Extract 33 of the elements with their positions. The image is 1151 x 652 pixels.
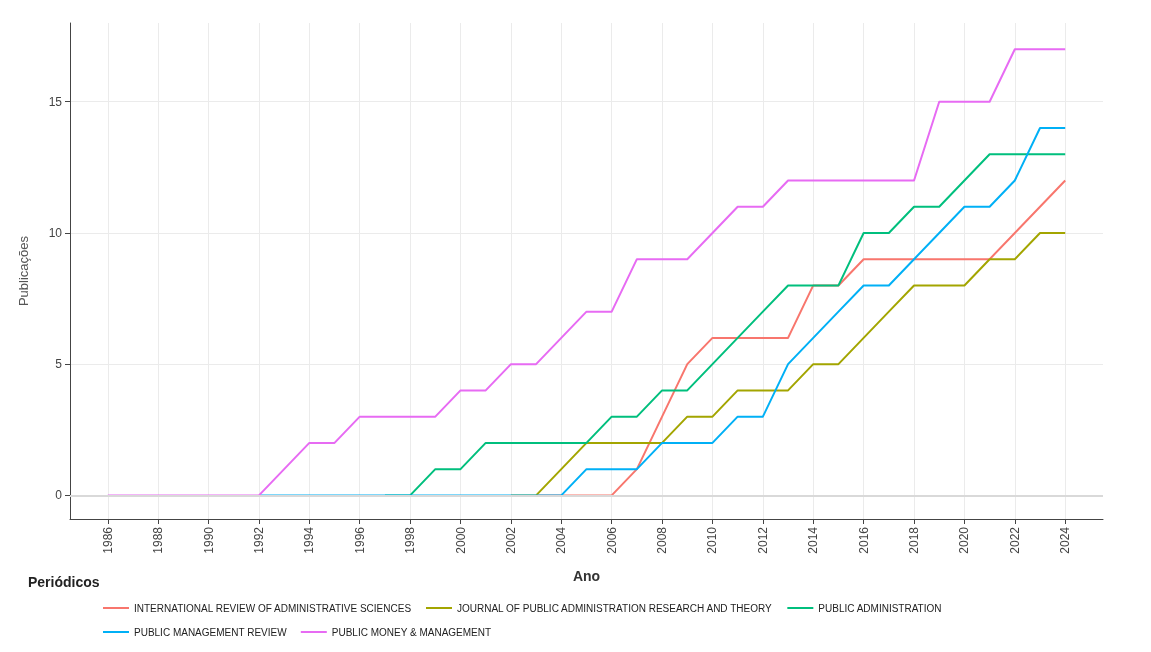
legend-label: JOURNAL OF PUBLIC ADMINISTRATION RESEARCH AND THEORY (456, 602, 773, 614)
x-tick-label: 2020 (957, 526, 972, 554)
x-tick-label: 2002 (503, 526, 518, 554)
x-tick-label: 1998 (403, 526, 418, 554)
x-tick-label: 1994 (302, 526, 317, 554)
y-tick-label: 15 (48, 94, 63, 109)
x-tick-label: 2008 (655, 526, 670, 554)
x-tick-label: 1990 (201, 526, 216, 554)
y-tick-label: 0 (55, 488, 63, 503)
legend-title: Periódicos (28, 574, 100, 590)
legend-label: PUBLIC MONEY & MANAGEMENT (331, 626, 492, 638)
x-tick-label: 2004 (554, 526, 569, 554)
x-tick-label: 2014 (806, 526, 821, 554)
x-tick-label: 2010 (705, 526, 720, 554)
y-axis-title: Publicações (16, 235, 31, 307)
x-axis-title: Ano (572, 568, 601, 584)
x-tick-label: 2018 (907, 526, 922, 554)
x-tick-label: 2012 (755, 526, 770, 554)
legend-label: PUBLIC MANAGEMENT REVIEW (134, 626, 288, 638)
legend-label: PUBLIC ADMINISTRATION (818, 602, 942, 614)
line-series (106, 48, 1067, 497)
x-tick-label: 1996 (352, 526, 367, 554)
x-tick-label: 2000 (453, 526, 468, 554)
x-tick-label: 2024 (1058, 526, 1073, 554)
y-tick-label: 10 (48, 225, 63, 240)
legend-label: INTERNATIONAL REVIEW OF ADMINISTRATIVE SCIENCES (134, 602, 412, 614)
x-tick-label: 2006 (604, 526, 619, 554)
x-tick-label: 1986 (100, 526, 115, 554)
y-tick-label: 5 (55, 357, 63, 372)
x-tick-label: 2016 (856, 526, 871, 554)
x-tick-label: 1988 (151, 526, 166, 554)
x-tick-label: 1992 (251, 526, 266, 554)
x-tick-label: 2022 (1007, 526, 1022, 554)
